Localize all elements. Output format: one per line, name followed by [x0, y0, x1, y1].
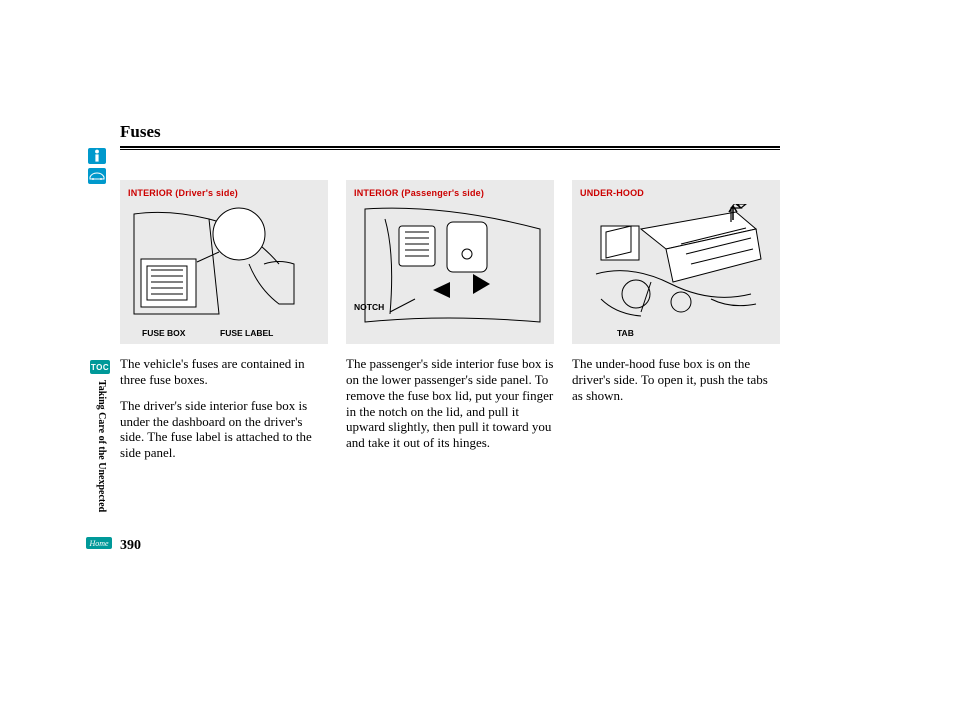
- title-subrule: [120, 149, 780, 150]
- home-button[interactable]: Home: [86, 537, 112, 549]
- page-title: Fuses: [120, 122, 780, 142]
- car-icon[interactable]: [88, 168, 106, 184]
- column-2: INTERIOR (Passenger's side): [346, 180, 554, 471]
- section-tab: Taking Care of the Unexpected: [96, 380, 107, 512]
- illustration-driver-side: [128, 204, 320, 324]
- paragraph: The under-hood fuse box is on the driver…: [572, 356, 780, 404]
- label-fuse-box: FUSE BOX: [142, 328, 185, 338]
- paragraph: The passenger's side interior fuse box i…: [346, 356, 554, 451]
- page-content: Fuses INTERIOR (Driver's side): [120, 122, 780, 471]
- columns: INTERIOR (Driver's side): [120, 180, 780, 471]
- panel-under-hood: UNDER-HOOD: [572, 180, 780, 344]
- paragraph: The driver's side interior fuse box is u…: [120, 398, 328, 461]
- page-number: 390: [120, 538, 141, 554]
- column-1: INTERIOR (Driver's side): [120, 180, 328, 471]
- panel-title: UNDER-HOOD: [580, 188, 644, 198]
- panel-title: INTERIOR (Driver's side): [128, 188, 238, 198]
- paragraph: The vehicle's fuses are contained in thr…: [120, 356, 328, 388]
- column-3: UNDER-HOOD: [572, 180, 780, 471]
- label-tab: TAB: [617, 328, 634, 338]
- toc-button[interactable]: TOC: [90, 360, 110, 374]
- label-fuse-label: FUSE LABEL: [220, 328, 273, 338]
- panel-driver-side: INTERIOR (Driver's side): [120, 180, 328, 344]
- title-rule: [120, 146, 780, 148]
- panel-passenger-side: INTERIOR (Passenger's side): [346, 180, 554, 344]
- label-notch: NOTCH: [354, 302, 384, 312]
- info-icon[interactable]: [88, 148, 106, 164]
- panel-title: INTERIOR (Passenger's side): [354, 188, 484, 198]
- illustration-under-hood: [580, 204, 772, 324]
